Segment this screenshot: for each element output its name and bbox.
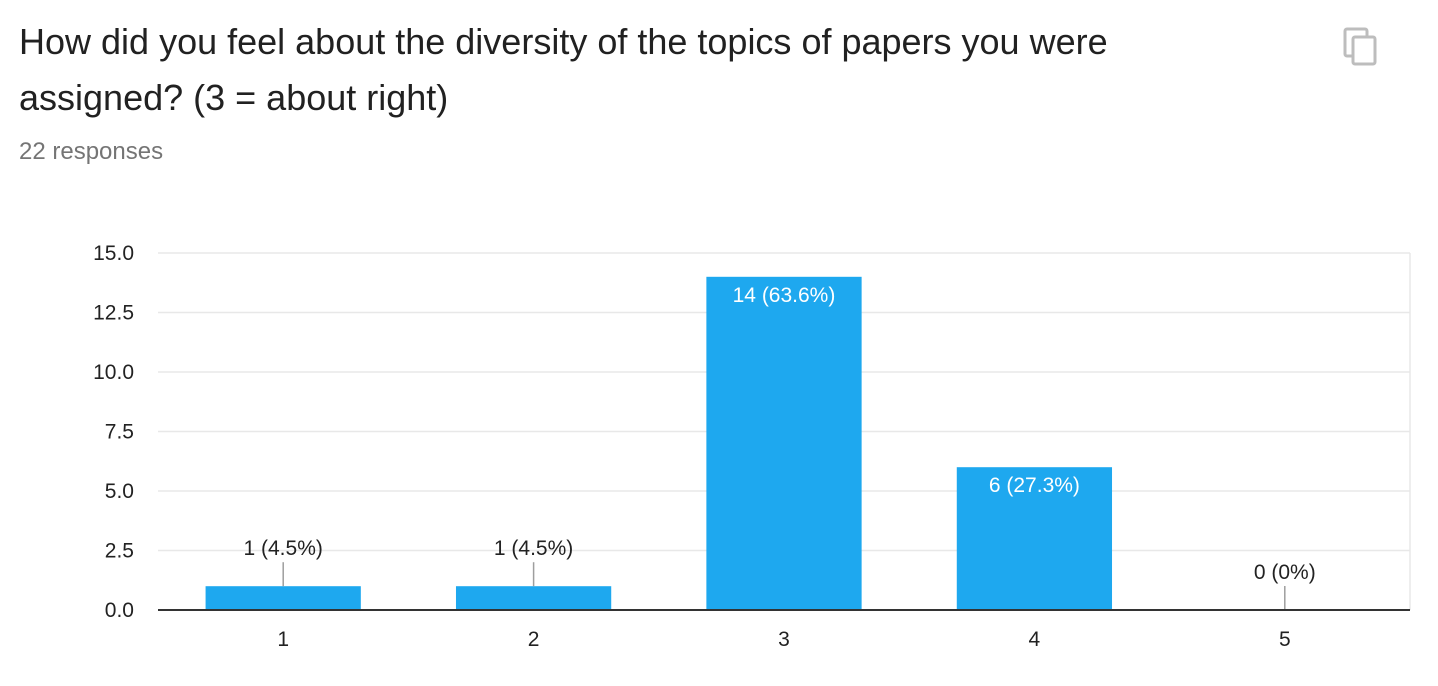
y-tick-label: 12.5 — [93, 302, 134, 325]
x-tick-label: 5 — [1279, 628, 1291, 651]
copy-icon — [1343, 27, 1377, 66]
y-tick-label: 7.5 — [105, 421, 134, 444]
y-tick-label: 2.5 — [105, 540, 134, 563]
response-count: 22 responses — [19, 138, 164, 165]
bar — [706, 276, 862, 610]
x-tick-label: 2 — [528, 628, 540, 651]
y-tick-label: 0.0 — [105, 599, 134, 622]
y-tick-label: 5.0 — [105, 480, 134, 503]
question-title: How did you feel about the diversity of … — [19, 21, 1108, 118]
x-tick-label: 1 — [277, 628, 289, 651]
x-tick-label: 4 — [1029, 628, 1041, 651]
bar — [205, 586, 361, 610]
data-label: 1 (4.5%) — [244, 537, 323, 560]
data-label: 6 (27.3%) — [989, 474, 1080, 497]
data-label: 0 (0%) — [1254, 561, 1316, 584]
data-label: 1 (4.5%) — [494, 537, 573, 560]
bar — [956, 467, 1113, 610]
bar — [455, 586, 612, 610]
x-tick-label: 3 — [778, 628, 790, 651]
copy-chart-button[interactable] — [1339, 26, 1383, 70]
data-label: 14 (63.6%) — [733, 284, 836, 307]
y-tick-label: 15.0 — [93, 242, 134, 265]
y-tick-label: 10.0 — [93, 361, 134, 384]
